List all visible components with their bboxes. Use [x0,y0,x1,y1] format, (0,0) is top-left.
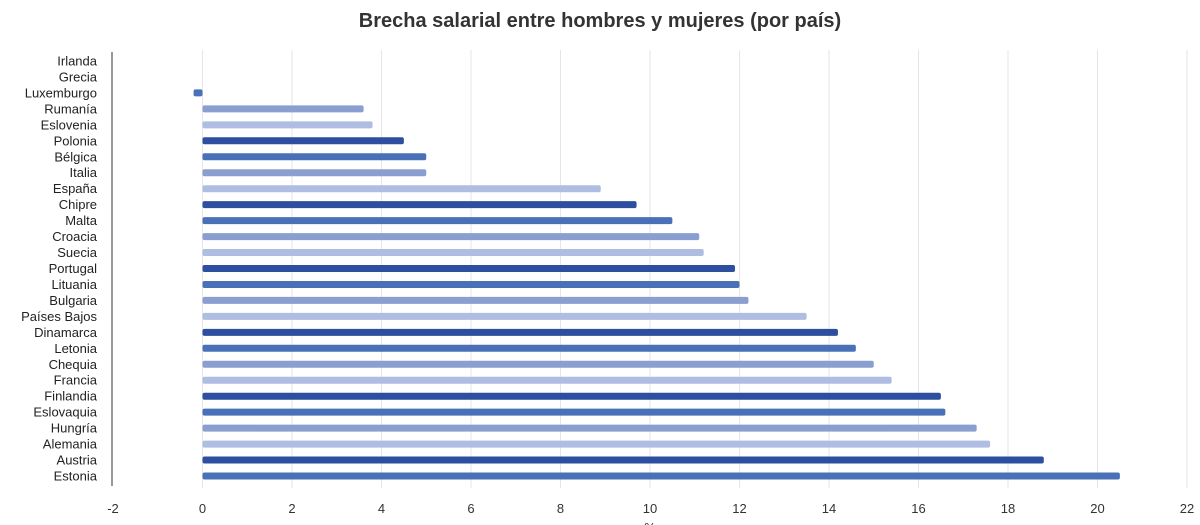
category-label: Alemania [43,437,98,452]
x-tick-label: 6 [467,501,474,516]
category-label: Malta [65,213,98,228]
bar [202,296,749,304]
bar [202,153,427,161]
bar [202,105,364,113]
category-label: España [53,181,98,196]
category-label: Lituania [51,277,97,292]
bar [202,121,373,129]
category-label: Finlandia [44,389,98,404]
category-label: Suecia [57,245,98,260]
bar [202,344,856,352]
x-tick-label: 14 [822,501,836,516]
category-label: Estonia [54,469,98,484]
bar [202,137,404,145]
category-label: Eslovaquia [33,405,97,420]
bar [202,201,637,209]
category-label: Grecia [59,69,98,84]
bar [202,169,427,177]
x-tick-label: 4 [378,501,385,516]
bar [202,376,892,384]
x-tick-label: 0 [199,501,206,516]
category-label: Bulgaria [49,293,97,308]
x-tick-label: 10 [643,501,657,516]
x-axis-label: % [644,520,656,525]
bar [202,312,807,320]
category-label: Eslovenia [41,117,98,132]
x-tick-label: 12 [732,501,746,516]
bar [202,233,700,241]
category-label: Hungría [51,421,98,436]
bar [202,360,874,368]
x-tick-label: -2 [107,501,119,516]
x-tick-label: 22 [1180,501,1194,516]
bar [202,408,946,416]
bar [202,265,736,272]
bar [202,424,977,432]
bar [202,328,838,336]
x-tick-label: 2 [288,501,295,516]
x-tick-label: 18 [1001,501,1015,516]
bar [202,217,673,225]
x-tick-label: 20 [1090,501,1104,516]
bar [202,185,601,193]
category-label: Croacia [52,229,98,244]
category-label: Francia [54,373,98,388]
category-label: Luxemburgo [25,85,97,100]
bar [193,89,203,97]
category-label: Irlanda [57,54,98,69]
category-label: Dinamarca [34,325,98,340]
category-label: Países Bajos [21,309,97,324]
category-label: Bélgica [54,149,97,164]
x-tick-label: 16 [911,501,925,516]
chart-title: Brecha salarial entre hombres y mujeres … [358,10,842,32]
category-label: Chequia [49,357,98,372]
x-tick-label: 8 [557,501,564,516]
category-label: Italia [70,165,98,180]
bar [202,440,991,448]
bar [202,456,1044,464]
bar [202,392,941,400]
category-label: Chipre [59,197,97,212]
bar [202,280,740,288]
category-label: Portugal [49,261,98,276]
category-label: Austria [57,453,98,468]
category-label: Polonia [54,133,98,148]
bar [202,472,1120,480]
category-label: Rumanía [44,101,98,116]
bar [202,249,704,257]
category-label: Letonia [54,341,97,356]
